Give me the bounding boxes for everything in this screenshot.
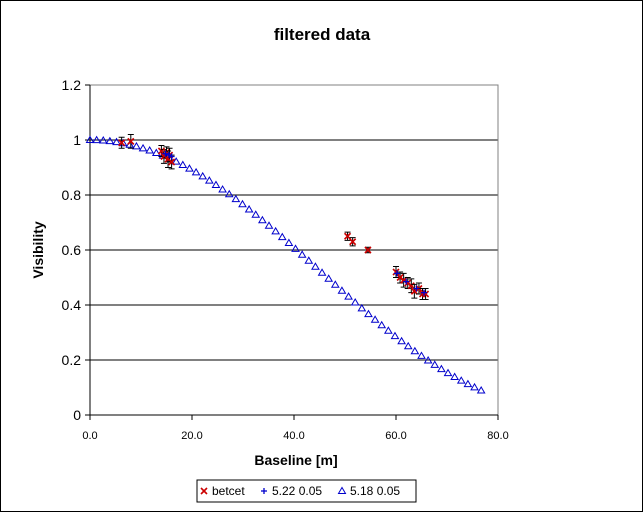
- betcet-point: [343, 232, 352, 240]
- triangle-point: [330, 280, 340, 288]
- y-tick-label: 1.2: [62, 77, 82, 93]
- legend-label: 5.22 0.05: [272, 484, 322, 498]
- triangle-point: [218, 185, 227, 193]
- legend-plus-marker: [261, 488, 267, 494]
- triangle-point: [98, 136, 108, 144]
- triangle-point: [476, 386, 486, 394]
- triangle-point: [350, 298, 360, 306]
- triangle-point: [456, 376, 466, 384]
- triangle-point: [185, 164, 194, 172]
- triangle-point: [238, 199, 247, 208]
- triangle-point: [258, 215, 267, 224]
- triangle-point: [364, 309, 373, 318]
- legend-triangle-marker: [337, 486, 347, 494]
- plus-point: [162, 150, 169, 157]
- triangle-point: [112, 137, 121, 146]
- triangle-point: [463, 379, 473, 388]
- x-axis-title: Baseline [m]: [254, 452, 337, 468]
- triangle-point: [145, 146, 155, 154]
- x-tick-label: 60.0: [385, 430, 406, 442]
- triangle-point: [423, 356, 433, 364]
- x-tick-label: 0.0: [82, 430, 97, 442]
- triangle-point: [105, 136, 115, 145]
- triangle-point: [85, 135, 95, 143]
- betcet-point: [157, 147, 165, 155]
- betcet-point: [127, 137, 135, 145]
- legend-label: betcet: [212, 484, 245, 498]
- y-axis-title: Visibility: [30, 221, 46, 279]
- triangle-point: [277, 232, 287, 241]
- triangle-point: [291, 244, 300, 252]
- plus-point: [421, 289, 428, 296]
- data-markers: [85, 134, 486, 394]
- plus-point: [403, 278, 410, 285]
- triangle-point: [311, 262, 320, 270]
- triangle-point: [244, 204, 254, 213]
- legend: betcet 5.22 0.05 5.18 0.05: [196, 479, 417, 503]
- x-tick-label: 80.0: [487, 430, 508, 442]
- triangle-point: [211, 180, 221, 188]
- triangle-point: [178, 160, 188, 169]
- triangle-point: [383, 326, 393, 334]
- gridlines: [90, 84, 498, 361]
- legend-betcet-marker: [200, 487, 208, 495]
- triangle-point: [344, 292, 353, 300]
- chart-title: filtered data: [274, 25, 371, 44]
- triangle-point: [284, 238, 294, 246]
- triangle-point: [324, 274, 334, 282]
- y-axis: 0 0.2 0.4 0.6 0.8 1 1.2: [62, 77, 91, 423]
- betcet-point: [407, 282, 415, 290]
- triangle-point: [370, 315, 380, 323]
- triangle-point: [191, 167, 201, 176]
- triangle-point: [437, 364, 446, 373]
- triangle-point: [264, 221, 274, 229]
- triangle-point: [377, 320, 387, 329]
- triangle-point: [132, 141, 141, 150]
- triangle-point: [403, 341, 413, 350]
- y-tick-label: 0.8: [62, 187, 82, 203]
- triangle-point: [304, 256, 314, 264]
- x-axis: 0.0 20.0 40.0 60.0 80.0: [82, 414, 509, 442]
- triangle-point: [417, 351, 426, 359]
- triangle-point: [271, 226, 281, 235]
- x-tick-label: 40.0: [283, 430, 304, 442]
- triangle-point: [171, 157, 181, 165]
- plus-point: [394, 270, 401, 277]
- y-tick-label: 1: [73, 132, 81, 148]
- y-tick-label: 0: [73, 407, 81, 423]
- y-tick-label: 0.4: [62, 297, 82, 313]
- triangle-point: [317, 268, 327, 276]
- legend-label: 5.18 0.05: [350, 484, 400, 498]
- triangle-point: [151, 148, 161, 156]
- triangle-point: [138, 143, 148, 152]
- legend-box: [196, 479, 417, 503]
- plus-point: [168, 153, 175, 160]
- triangle-point: [231, 194, 241, 203]
- betcet-point: [118, 139, 126, 147]
- triangle-point: [198, 171, 208, 180]
- x-tick-label: 20.0: [181, 430, 202, 442]
- triangle-point: [410, 346, 420, 355]
- triangle-point: [470, 382, 479, 391]
- triangle-point: [92, 135, 102, 144]
- triangle-point: [450, 372, 460, 380]
- triangle-point: [297, 250, 307, 258]
- plus-point: [413, 285, 420, 292]
- triangle-point: [397, 336, 406, 345]
- triangle-point: [251, 210, 261, 218]
- betcet-point: [349, 238, 357, 246]
- triangle-point: [357, 303, 367, 312]
- triangle-point: [204, 176, 214, 184]
- triangle-point: [390, 331, 400, 340]
- betcet-point: [168, 158, 176, 166]
- triangle-point: [430, 360, 440, 368]
- betcet-point: [364, 246, 372, 254]
- triangle-point: [443, 368, 453, 377]
- triangle-point: [337, 286, 347, 294]
- y-tick-label: 0.6: [62, 242, 82, 258]
- y-tick-label: 0.2: [62, 352, 82, 368]
- triangle-point: [224, 189, 234, 198]
